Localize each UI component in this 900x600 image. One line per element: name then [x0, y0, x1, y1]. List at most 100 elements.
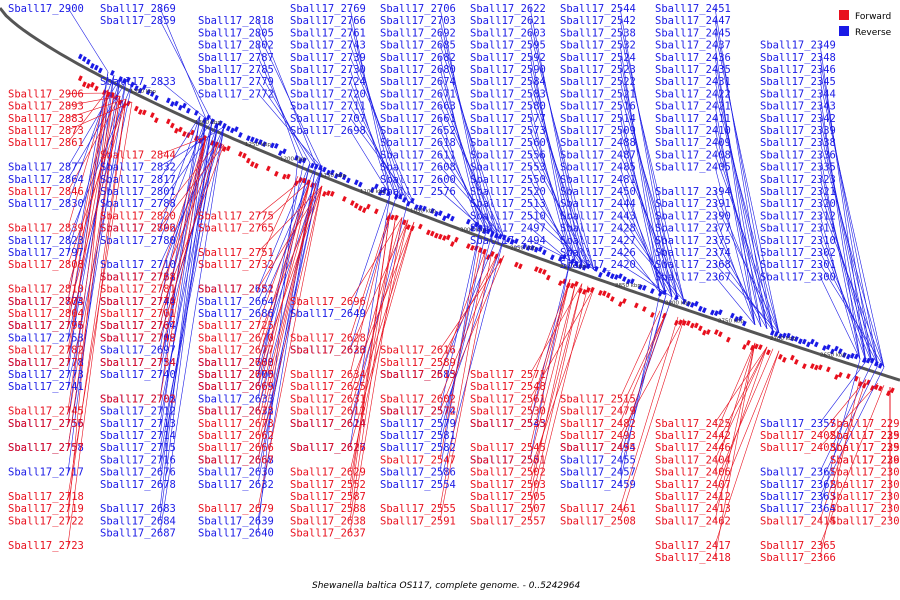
callout-line [159, 141, 219, 289]
gene-label: Sball17_2765 [198, 223, 274, 235]
callout-line [819, 68, 879, 366]
gene-label: Sball17_2508 [560, 515, 636, 527]
callout-line [529, 142, 589, 268]
gene-label: Sball17_2775 [198, 210, 274, 222]
gene-label: Sball17_2710 [100, 259, 176, 271]
forward-gene [757, 344, 763, 350]
reverse-gene [141, 84, 147, 90]
gene-label: Sball17_2766 [290, 15, 366, 27]
forward-gene [373, 208, 379, 215]
gene-label: Sball17_2554 [380, 479, 456, 491]
gene-label: Sball17_2670 [198, 332, 274, 344]
callout-line [159, 123, 219, 362]
callout-line [529, 261, 571, 423]
callout-line [619, 81, 679, 299]
reverse-gene [229, 127, 235, 134]
callout-line [819, 377, 861, 558]
reverse-gene [617, 273, 623, 279]
reverse-gene [421, 205, 427, 212]
reverse-gene [641, 284, 647, 291]
callout-line [159, 115, 201, 399]
reverse-gene [797, 338, 803, 345]
gene-label: Sball17_2482 [560, 418, 636, 430]
callout-line [159, 118, 207, 509]
callout-line [819, 364, 879, 484]
gene-label: Sball17_2364 [760, 503, 836, 515]
forward-gene [389, 214, 395, 221]
callout-line [67, 92, 115, 411]
gene-label: Sball17_2306 [830, 503, 900, 515]
forward-gene [585, 287, 591, 293]
callout-line [714, 348, 774, 484]
callout-line [714, 105, 756, 325]
kbp-ticks: 1350 kbp 1300 kbp 1250 kbp 1200 kbp 1150 kbp… [130, 89, 846, 358]
reverse-gene [149, 91, 155, 97]
gene-label: Sball17_2296 [830, 418, 900, 430]
gene-label: Sball17_2503 [470, 479, 546, 491]
forward-gene [221, 146, 227, 152]
gene-label: Sball17_2348 [760, 52, 836, 64]
callout-line [439, 178, 481, 229]
callout-line [67, 89, 109, 143]
gene-label: Sball17_2321 [760, 186, 836, 198]
forward-gene [173, 127, 179, 134]
callout-line [819, 363, 873, 472]
callout-line [349, 56, 415, 205]
forward-gene [789, 354, 795, 361]
reverse-gene [513, 238, 519, 244]
gene-label: Sball17_2774 [8, 296, 84, 308]
gene-label: Sball17_2675 [198, 369, 274, 381]
forward-gene [81, 81, 87, 88]
callout-line [819, 81, 885, 368]
gene-label: Sball17_2638 [290, 515, 366, 527]
callout-line [439, 255, 505, 411]
gene-label: Sball17_2649 [290, 308, 366, 320]
gene-label: Sball17_2758 [8, 442, 84, 454]
gene-label: Sball17_2637 [290, 528, 366, 540]
callout-line [349, 217, 403, 533]
gene-label: Sball17_2336 [760, 149, 836, 161]
reverse-gene [649, 288, 655, 294]
gene-label: Sball17_2375 [655, 235, 731, 247]
gene-label: Sball17_2696 [290, 296, 366, 308]
gene-label: Sball17_2716 [100, 454, 176, 466]
forward-gene [265, 165, 271, 172]
callout-line [257, 32, 323, 169]
reverse-gene [829, 348, 835, 355]
tick-label: 1150 kbp [320, 173, 346, 179]
forward-gene [857, 381, 863, 387]
callout-line [349, 194, 391, 448]
gene-label: Sball17_2451 [655, 3, 731, 15]
forward-gene [141, 109, 147, 116]
callout-line [714, 32, 780, 333]
forward-gene [169, 122, 175, 129]
gene-label: Sball17_2724 [290, 76, 366, 88]
gene-label: Sball17_2635 [198, 406, 274, 418]
forward-gene [745, 339, 751, 346]
gene-label: Sball17_2521 [560, 88, 636, 100]
callout-line [67, 96, 121, 448]
callout-line [257, 160, 305, 387]
gene-label: Sball17_2652 [380, 125, 456, 137]
forward-gene [85, 83, 91, 89]
gene-label: Sball17_2744 [100, 296, 176, 308]
legend-forward-label: Forward [855, 12, 891, 22]
gene-label: Sball17_2771 [8, 357, 84, 369]
callout-line [819, 382, 879, 448]
legend-reverse-label: Reverse [855, 28, 892, 38]
reverse-gene [77, 53, 83, 60]
legend-reverse-swatch [839, 26, 849, 36]
callout-line [349, 221, 415, 387]
gene-label: Sball17_2770 [100, 296, 176, 308]
callout-line [619, 251, 667, 296]
reverse-gene [809, 338, 815, 345]
forward-gene [133, 105, 139, 112]
callout-line [819, 361, 867, 423]
gene-label: Sball17_2543 [470, 418, 546, 430]
callout-line [439, 154, 499, 236]
reverse-gene [381, 187, 387, 194]
callout-line [159, 136, 207, 155]
callout-line [819, 105, 867, 362]
gene-label: Sball17_2761 [290, 27, 366, 39]
gene-label: Sball17_2636 [290, 345, 366, 357]
